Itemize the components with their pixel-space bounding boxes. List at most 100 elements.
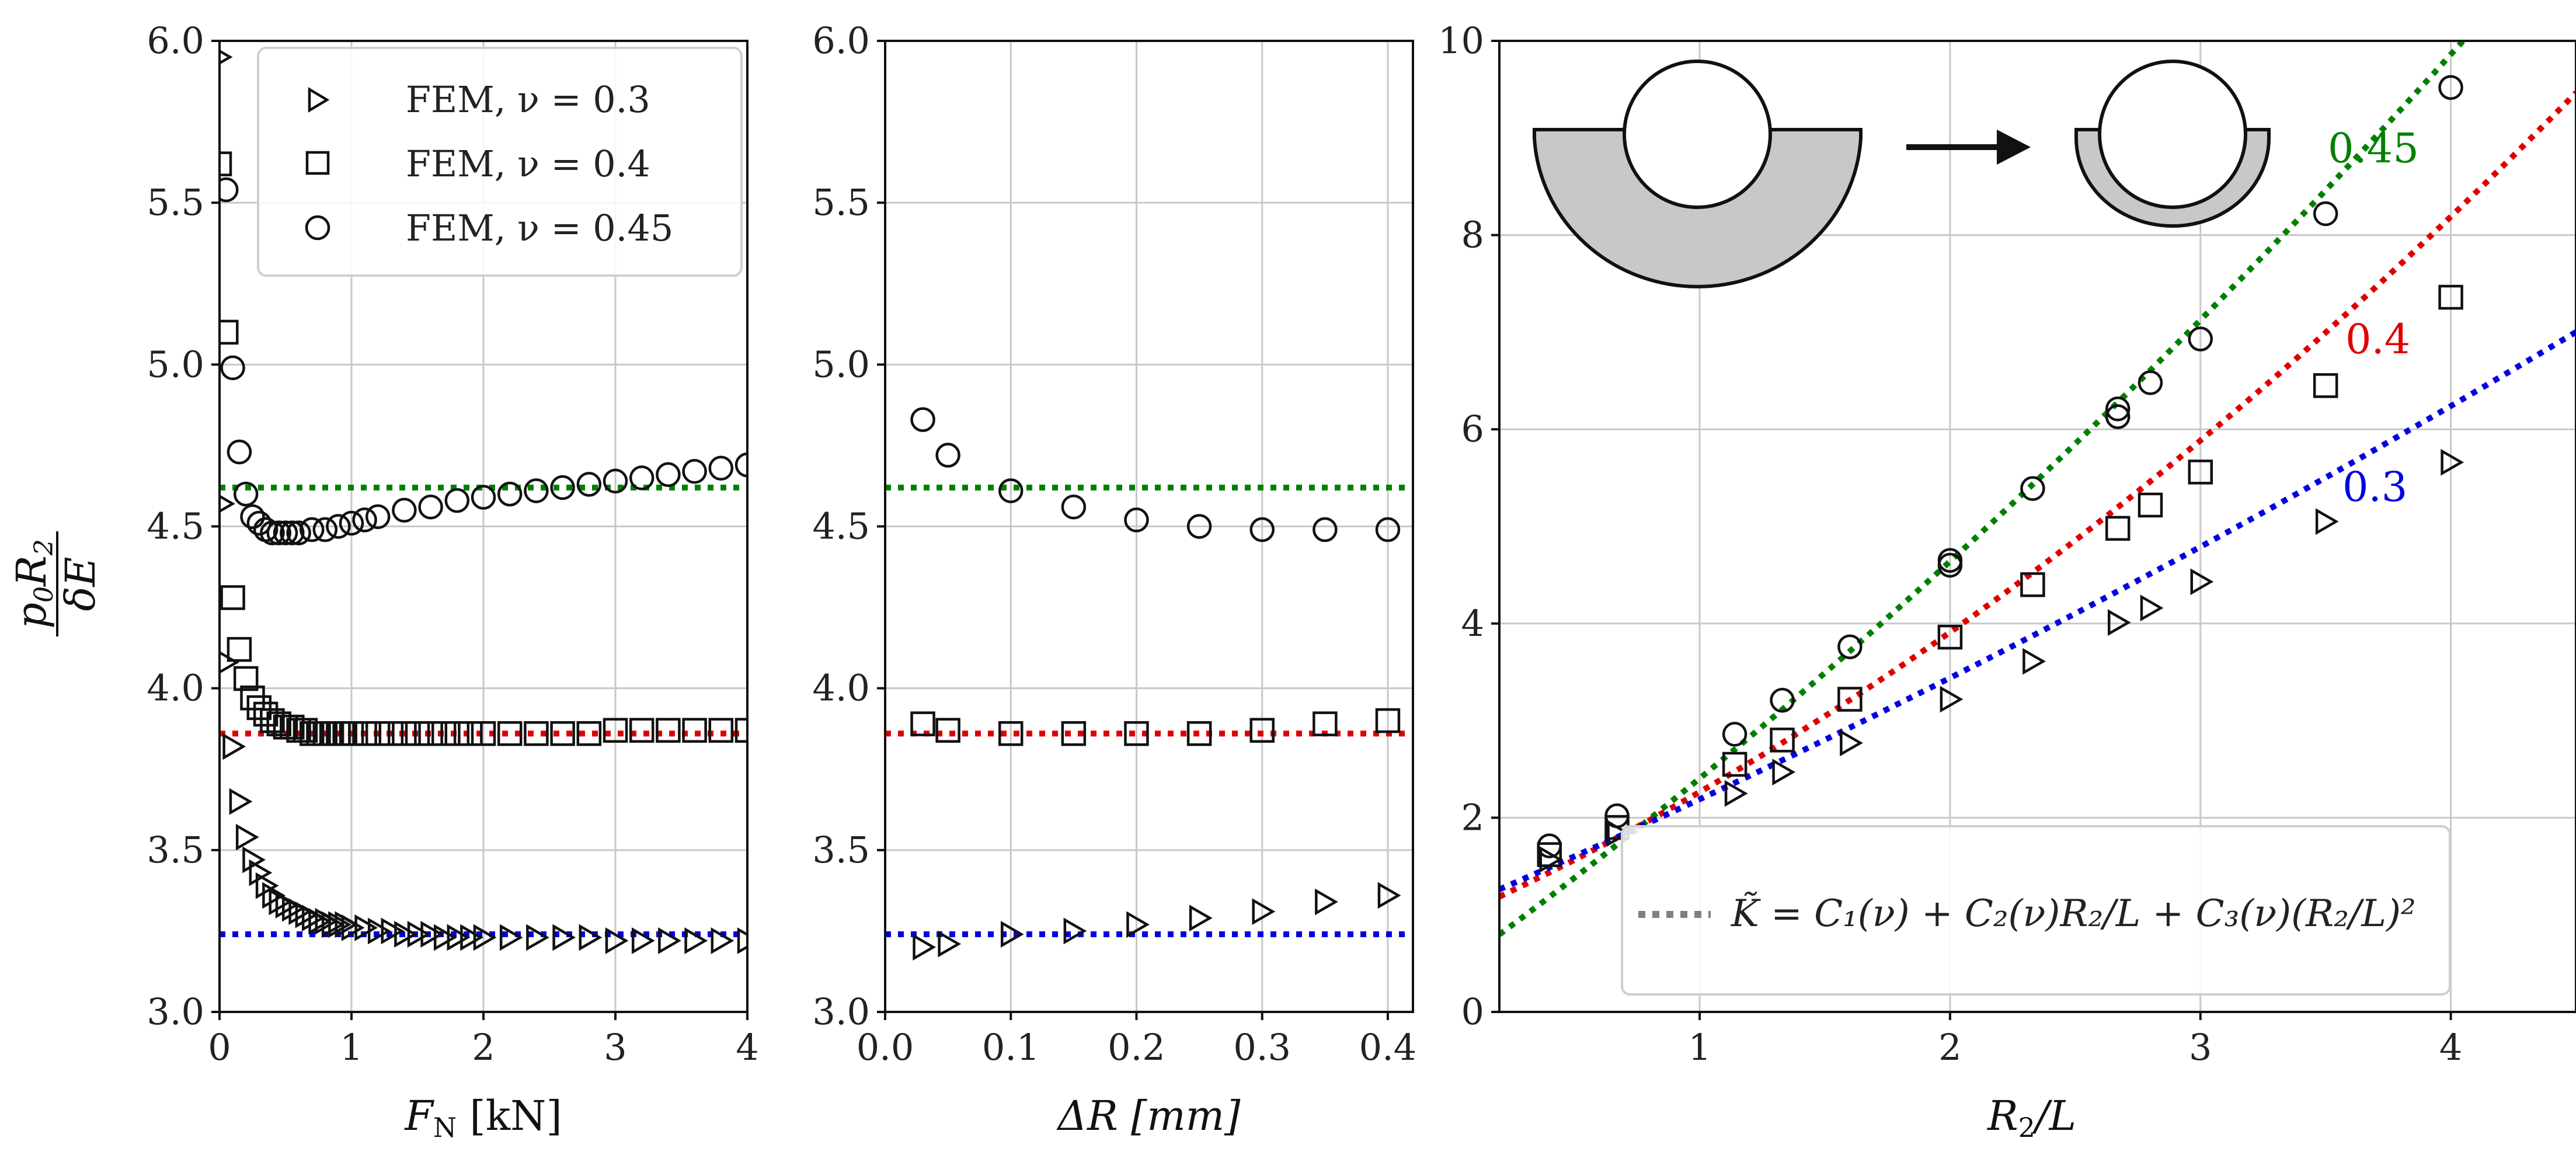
circle-marker xyxy=(1249,517,1275,542)
square-marker xyxy=(1061,721,1087,746)
square-marker xyxy=(708,718,734,743)
circle-marker xyxy=(1722,722,1747,747)
square-marker xyxy=(2313,373,2338,398)
triangle-marker xyxy=(1063,917,1087,945)
legend-fit-label: K̃ = C₁(ν) + C₂(ν)R₂/L + C₃(ν)(R₂/L)² xyxy=(1731,892,2416,935)
triangle-marker xyxy=(1189,904,1213,932)
y-tick-label: 3.5 xyxy=(147,829,204,871)
x-tick-label: 2 xyxy=(472,1026,495,1069)
square-marker xyxy=(1537,842,1562,867)
y-tick-label: 3.0 xyxy=(812,990,870,1033)
circle-marker xyxy=(220,177,239,203)
square-marker xyxy=(458,721,483,746)
y-tick-label: 6.0 xyxy=(147,19,204,62)
circle-marker xyxy=(708,455,734,481)
triangle-marker xyxy=(605,927,629,954)
square-marker xyxy=(1249,718,1275,743)
triangle-marker xyxy=(460,924,483,951)
circle-marker xyxy=(629,465,655,490)
triangle-marker xyxy=(220,495,236,513)
curve-label-04: 0.4 xyxy=(2345,315,2410,363)
fit-curve xyxy=(1499,91,2576,900)
square-marker xyxy=(1186,721,1212,746)
circle-marker xyxy=(734,452,747,478)
square-marker xyxy=(1313,711,1338,736)
circle-marker xyxy=(998,478,1024,503)
triangle-marker xyxy=(328,911,351,938)
circle-marker xyxy=(1770,687,1795,713)
square-marker xyxy=(2138,492,2163,518)
circle-marker xyxy=(656,462,681,488)
triangle-marker xyxy=(367,917,391,945)
circle-marker xyxy=(1537,833,1562,858)
square-marker xyxy=(431,721,457,746)
x-tick-label: 4 xyxy=(2439,1026,2462,1069)
square-marker xyxy=(910,711,935,736)
triangle-marker xyxy=(1126,911,1150,938)
circle-marker xyxy=(1186,514,1212,539)
square-marker xyxy=(1375,708,1401,733)
square-marker xyxy=(1837,687,1863,712)
triangle-marker xyxy=(1315,888,1338,916)
circle-marker xyxy=(1313,517,1338,542)
y-tick-label: 2 xyxy=(1461,796,1484,839)
circle-marker xyxy=(2313,201,2338,227)
circle-marker xyxy=(910,407,935,432)
circle-marker xyxy=(935,443,960,468)
triangle-marker xyxy=(658,927,681,954)
circle-marker xyxy=(524,478,549,503)
square-marker xyxy=(405,721,430,746)
circle-marker xyxy=(233,481,259,507)
x-tick-label: 3 xyxy=(2189,1026,2212,1069)
circle-marker xyxy=(312,517,338,542)
square-marker xyxy=(1722,752,1747,777)
square-marker xyxy=(734,718,747,743)
y-tick-label: 5.0 xyxy=(812,343,870,385)
square-marker xyxy=(280,714,305,740)
legend-square-icon xyxy=(305,151,330,175)
square-marker xyxy=(266,711,291,736)
svg-text:δE: δE xyxy=(57,556,105,611)
circle-marker xyxy=(208,0,231,20)
circle-marker xyxy=(365,504,391,530)
y-tick-label: 4.5 xyxy=(812,505,870,548)
y-tick-label: 4.5 xyxy=(147,505,204,548)
y-axis-label: p0R2 δE xyxy=(8,531,105,636)
square-marker xyxy=(656,718,681,743)
y-tick-label: 10 xyxy=(1438,19,1484,62)
square-marker xyxy=(444,721,470,746)
square-marker xyxy=(378,721,404,746)
circle-marker xyxy=(2105,396,2131,422)
circle-marker xyxy=(2138,370,2163,395)
square-marker xyxy=(293,718,318,743)
large-shaft-circle xyxy=(1623,60,1772,209)
x-axis-label-left: FN [kN] xyxy=(403,1092,562,1143)
triangle-marker xyxy=(447,924,471,951)
circle-marker xyxy=(497,481,523,507)
schematic-inset xyxy=(1533,60,2271,288)
circle-marker xyxy=(1604,803,1630,829)
square-marker xyxy=(497,721,523,746)
triangle-marker xyxy=(499,924,523,951)
triangle-marker xyxy=(2315,508,2339,535)
triangle-marker xyxy=(473,924,497,951)
circle-marker xyxy=(418,494,443,520)
square-marker xyxy=(227,636,252,662)
y-tick-label: 4.0 xyxy=(812,667,870,709)
square-marker xyxy=(524,721,549,746)
triangle-marker xyxy=(235,823,259,851)
y-tick-label: 5.5 xyxy=(812,181,870,224)
y-tick-label: 6 xyxy=(1461,408,1484,450)
legend-circle-icon xyxy=(305,215,330,241)
legend-triangle-icon xyxy=(308,87,330,113)
triangle-marker xyxy=(381,917,405,945)
triangle-marker xyxy=(1377,882,1401,909)
triangle-marker xyxy=(262,882,286,909)
triangle-marker xyxy=(579,924,603,951)
circle-marker xyxy=(286,520,311,545)
square-marker xyxy=(1770,728,1795,753)
x-tick-label: 0.3 xyxy=(1233,1026,1291,1069)
triangle-marker xyxy=(2107,609,2131,636)
circle-marker xyxy=(299,517,325,542)
square-marker xyxy=(220,319,239,345)
